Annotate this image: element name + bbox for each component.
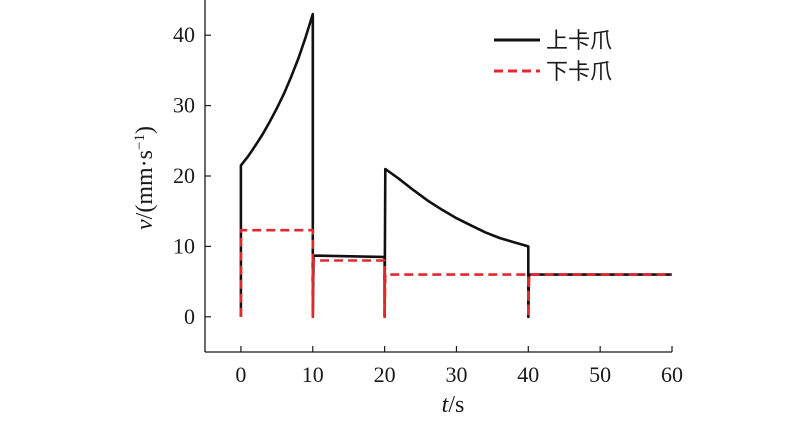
y-tick-label: 0 [184, 304, 195, 329]
x-tick-label: 10 [302, 362, 324, 387]
x-ticks: 0 10 20 30 40 50 60 [235, 346, 683, 387]
x-tick-label: 50 [589, 362, 611, 387]
x-tick-label: 20 [374, 362, 396, 387]
series-line-lower-jaw [239, 228, 672, 319]
x-axis-var: t [442, 392, 450, 418]
y-axis-unit-exponent: −1 [132, 134, 148, 150]
legend-label-upper-jaw: 上卡爪 [546, 29, 612, 54]
y-tick-label: 30 [173, 93, 195, 118]
x-tick-label: 60 [661, 362, 683, 387]
y-axis-unit: /(mm·s [132, 150, 158, 219]
y-axis-var: v [132, 219, 158, 230]
x-tick-label: 40 [517, 362, 539, 387]
y-tick-label: 10 [173, 233, 195, 258]
legend-label-lower-jaw: 下卡爪 [546, 60, 612, 85]
y-tick-label: 20 [173, 163, 195, 188]
y-ticks: 0 10 20 30 40 [173, 22, 211, 329]
x-tick-label: 0 [235, 362, 246, 387]
x-axis-title: t/s [442, 392, 465, 418]
x-axis-unit: /s [448, 392, 464, 418]
x-tick-label: 30 [445, 362, 467, 387]
y-tick-label: 40 [173, 22, 195, 47]
y-axis-title: v/(mm·s−1) [132, 126, 158, 230]
series-layer [239, 12, 672, 319]
legend: 上卡爪 下卡爪 [494, 29, 612, 85]
y-axis-unit-close: ) [132, 126, 158, 134]
